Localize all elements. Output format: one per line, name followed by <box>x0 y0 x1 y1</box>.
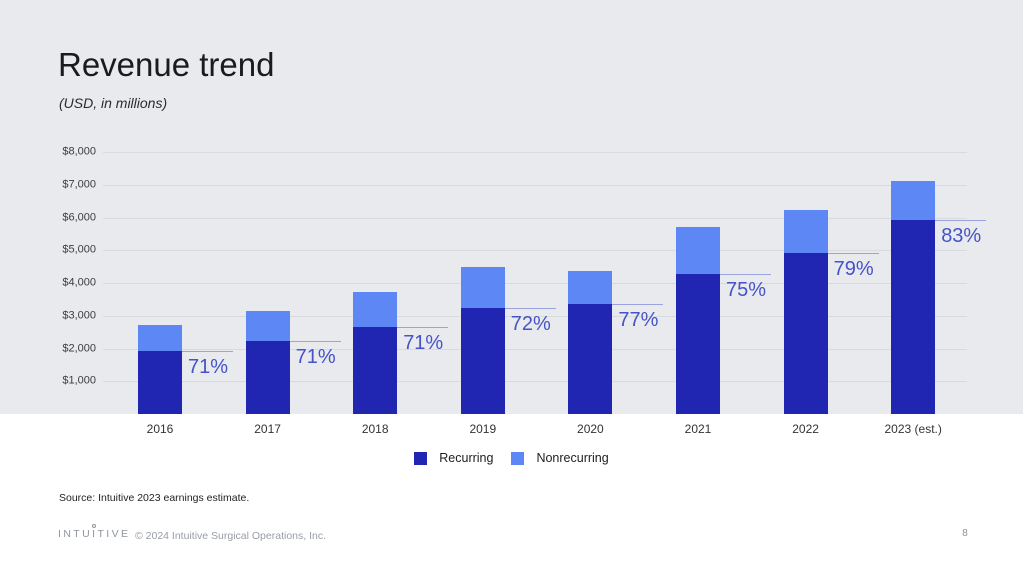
recurring-pct-label: 77% <box>618 309 659 332</box>
recurring-pct-label: 71% <box>403 332 444 355</box>
gridline <box>103 250 967 252</box>
gridline <box>103 184 967 186</box>
recurring-pct-line <box>612 304 664 306</box>
recurring-pct-label: 75% <box>726 278 767 301</box>
x-axis-category-label: 2019 <box>469 422 497 436</box>
recurring-pct-label: 71% <box>188 356 229 379</box>
bar-segment-recurring <box>783 253 828 414</box>
recurring-pct-line <box>289 341 341 342</box>
legend-swatch <box>511 452 525 465</box>
copyright-text: © 2024 Intuitive Surgical Operations, In… <box>135 530 327 542</box>
legend-swatch <box>414 452 428 465</box>
y-axis-tick-label: $4,000 <box>62 276 96 289</box>
gridline <box>103 348 967 350</box>
x-axis-category-label: 2018 <box>361 422 389 436</box>
legend-item: Recurring <box>414 452 493 465</box>
page-subtitle: (USD, in millions) <box>59 95 168 111</box>
legend-label: Nonrecurring <box>536 451 609 466</box>
source-note: Source: Intuitive 2023 earnings estimate… <box>59 492 250 504</box>
recurring-pct-line <box>935 220 987 222</box>
y-axis-tick-label: $8,000 <box>62 145 96 158</box>
chart-legend: Recurring Nonrecurring <box>0 452 1023 465</box>
x-axis-category-label: 2023 (est.) <box>884 422 942 436</box>
recurring-pct-line <box>397 327 449 329</box>
x-axis-category-label: 2016 <box>146 422 174 436</box>
bar-segment-recurring <box>460 308 505 414</box>
recurring-pct-label: 83% <box>941 225 982 248</box>
bar-segment-recurring <box>676 273 720 414</box>
y-axis-tick-label: $5,000 <box>62 243 96 256</box>
y-axis-tick-label: $6,000 <box>62 211 96 223</box>
x-axis-category-label: 2022 <box>792 422 819 436</box>
y-axis-tick-label: $2,000 <box>62 342 96 354</box>
legend-label: Recurring <box>439 451 494 466</box>
gridline <box>103 152 967 153</box>
intuitive-logo: INTUITIVE <box>58 524 131 540</box>
y-axis-tick-label: $3,000 <box>62 309 96 322</box>
bar-segment-recurring <box>891 220 936 414</box>
x-axis-category-label: 2021 <box>684 422 712 436</box>
bar-segment-recurring <box>245 341 290 414</box>
x-axis-category-label: 2020 <box>577 422 604 436</box>
bar-segment-recurring <box>138 351 182 414</box>
recurring-pct-line <box>182 351 233 353</box>
recurring-pct-label: 79% <box>833 258 874 281</box>
logo-text-left: INTU <box>58 528 93 540</box>
recurring-pct-label: 72% <box>510 313 551 336</box>
logo-text-right: TIVE <box>97 528 131 540</box>
recurring-pct-line <box>720 273 771 275</box>
y-axis-tick-label: $1,000 <box>62 374 96 387</box>
recurring-pct-label: 71% <box>295 346 336 368</box>
recurring-pct-line <box>827 253 879 255</box>
legend-item: Nonrecurring <box>511 451 609 466</box>
bottom-white-band <box>0 414 1023 574</box>
recurring-pct-line <box>504 308 556 310</box>
gridline <box>103 315 967 317</box>
gridline <box>103 217 967 219</box>
x-axis-category-label: 2017 <box>254 422 281 436</box>
logo-ring-i: I <box>92 524 98 540</box>
bar-segment-recurring <box>353 327 398 414</box>
gridline <box>103 283 967 284</box>
gridline <box>103 381 967 383</box>
bar-segment-recurring <box>568 304 613 414</box>
page-title: Revenue trend <box>58 46 275 83</box>
y-axis-tick-label: $7,000 <box>62 178 96 191</box>
page-number: 8 <box>962 528 968 539</box>
